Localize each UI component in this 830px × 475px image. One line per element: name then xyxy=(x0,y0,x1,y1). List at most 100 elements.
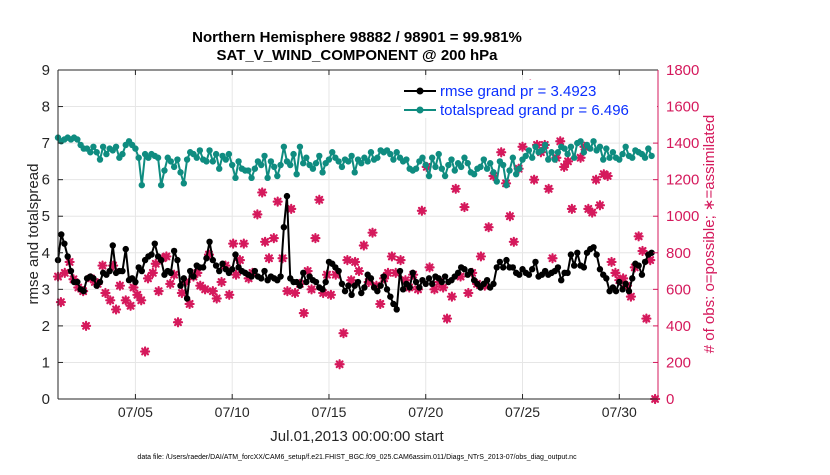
rmse-point xyxy=(616,278,623,286)
legend-box xyxy=(401,80,657,118)
legend-entry-rmse: rmse grand pr = 3.4923 xyxy=(440,83,596,100)
rmse-point xyxy=(303,278,310,286)
legend-marker-totalspread xyxy=(416,106,424,114)
obs-point xyxy=(587,207,598,218)
obs-point xyxy=(165,278,176,289)
obs-point xyxy=(243,273,254,284)
totalspread-point xyxy=(425,172,433,180)
totalspread-point xyxy=(561,145,568,152)
totalspread-point xyxy=(87,149,94,156)
totalspread-point xyxy=(174,156,181,163)
rmse-point xyxy=(151,240,158,247)
totalspread-point xyxy=(570,154,578,161)
totalspread-point xyxy=(600,156,607,163)
totalspread-point xyxy=(93,149,100,156)
obs-point xyxy=(375,298,386,310)
rmse-point xyxy=(212,262,220,269)
obs-point xyxy=(59,267,70,278)
rmse-point xyxy=(612,287,620,295)
obs-point xyxy=(80,320,92,331)
obs-point xyxy=(282,286,293,297)
rmse-point xyxy=(574,249,581,256)
obs-point xyxy=(429,284,440,295)
rmse-point xyxy=(625,287,633,295)
rmse-point xyxy=(341,287,349,295)
obs-point xyxy=(203,249,215,260)
rmse-point xyxy=(619,286,626,293)
y-axis-left-label: rmse and totalspread xyxy=(25,164,42,305)
obs-point xyxy=(199,284,211,295)
y-left-tick-label: 6 xyxy=(42,172,50,189)
rmse-point xyxy=(412,278,420,286)
y-right-tick-label: 400 xyxy=(666,318,691,335)
y-left-tick-label: 1 xyxy=(42,354,50,371)
totalspread-point xyxy=(135,154,142,161)
totalspread-point xyxy=(154,154,162,161)
rmse-point xyxy=(503,256,510,264)
y-left-tick-label: 4 xyxy=(42,245,50,262)
rmse-point xyxy=(183,295,191,302)
obs-point xyxy=(645,254,656,266)
rmse-point xyxy=(106,267,113,275)
obs-point xyxy=(508,236,519,247)
rmse-point xyxy=(206,238,213,246)
rmse-point xyxy=(138,267,146,275)
obs-point xyxy=(416,205,427,216)
totalspread-point xyxy=(329,149,336,156)
totalspread-point xyxy=(506,167,513,174)
rmse-point xyxy=(428,280,436,288)
rmse-point xyxy=(277,273,284,280)
totalspread-point xyxy=(335,158,342,165)
totalspread-point xyxy=(457,163,465,171)
obs-point xyxy=(618,273,629,284)
totalspread-point xyxy=(438,165,446,172)
obs-point xyxy=(220,260,231,271)
rmse-point xyxy=(380,273,387,280)
rmse-point xyxy=(319,286,326,293)
rmse-point xyxy=(374,287,381,295)
y-left-tick-label: 2 xyxy=(42,318,50,335)
totalspread-point xyxy=(419,154,426,161)
obs-point xyxy=(128,282,139,293)
obs-point xyxy=(108,260,119,271)
rmse-point xyxy=(74,278,81,286)
rmse-point xyxy=(454,269,462,277)
rmse-point xyxy=(177,282,184,289)
rmse-point xyxy=(296,282,304,289)
totalspread-point xyxy=(641,154,649,161)
obs-point xyxy=(382,267,394,278)
obs-point xyxy=(459,201,470,213)
rmse-point xyxy=(180,275,188,282)
obs-point xyxy=(97,260,108,271)
totalspread-point xyxy=(564,150,571,158)
totalspread-point xyxy=(167,158,175,165)
y-left-tick-label: 9 xyxy=(42,62,50,79)
obs-point xyxy=(424,262,435,273)
obs-point xyxy=(330,269,341,280)
totalspread-point xyxy=(603,145,610,152)
rmse-point xyxy=(554,264,562,271)
rmse-point xyxy=(367,275,375,282)
rmse-point xyxy=(638,271,646,278)
totalspread-point xyxy=(177,169,184,176)
obs-point xyxy=(633,231,644,242)
rmse-point xyxy=(596,266,604,273)
obs-point xyxy=(598,169,609,180)
totalspread-point xyxy=(90,143,97,150)
rmse-point xyxy=(409,269,416,277)
rmse-point xyxy=(387,293,394,300)
totalspread-point xyxy=(300,160,307,167)
y-left-tick-label: 8 xyxy=(42,99,50,116)
totalspread-point xyxy=(461,154,468,161)
totalspread-point xyxy=(432,163,439,171)
rmse-point xyxy=(383,286,391,293)
obs-point xyxy=(400,275,411,286)
totalspread-point xyxy=(622,143,629,150)
totalspread-point xyxy=(528,154,536,161)
obs-point xyxy=(318,287,329,299)
totalspread-point xyxy=(448,156,455,163)
totalspread-point xyxy=(364,158,371,165)
obs-point xyxy=(302,265,313,277)
totalspread-point xyxy=(629,154,636,161)
